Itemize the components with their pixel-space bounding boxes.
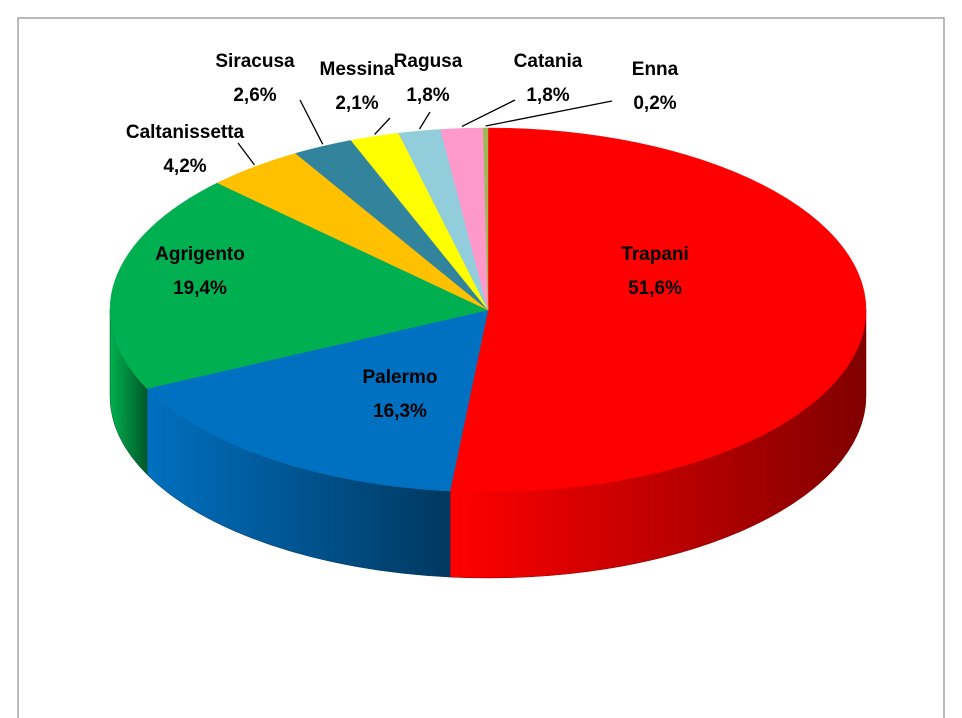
slice-value-label: 1,8% [526, 85, 569, 106]
leader-line [374, 117, 391, 135]
leader-line [237, 142, 255, 166]
slice-value-label: 2,6% [233, 85, 276, 106]
slice-name: Catania [514, 51, 583, 72]
slice-name: Messina [320, 59, 395, 80]
slice-value-label: 19,4% [173, 278, 227, 299]
slice-name: Enna [632, 59, 679, 80]
slice [449, 127, 867, 493]
slice-name: Caltanissetta [126, 122, 245, 143]
slice [109, 182, 489, 389]
slice-name: Palermo [363, 367, 438, 388]
leader-line [299, 99, 324, 145]
leader-line [418, 111, 431, 130]
leader-line [461, 99, 516, 128]
slice-name: Agrigento [155, 244, 245, 265]
slice [146, 309, 489, 492]
chart-frame [17, 17, 945, 718]
slice-name: Ragusa [394, 51, 463, 72]
slice-value-label: 51,6% [628, 278, 682, 299]
slice-value-label: 16,3% [373, 401, 427, 422]
slice-value-label: 4,2% [163, 156, 206, 177]
slice-value-label: 1,8% [406, 85, 449, 106]
slice-name: Trapani [621, 244, 689, 265]
slice-value-label: 0,2% [633, 93, 676, 114]
leader-line [485, 100, 613, 127]
slice-name: Siracusa [215, 51, 295, 72]
slice [482, 127, 489, 311]
slice-value-label: 2,1% [335, 93, 378, 114]
